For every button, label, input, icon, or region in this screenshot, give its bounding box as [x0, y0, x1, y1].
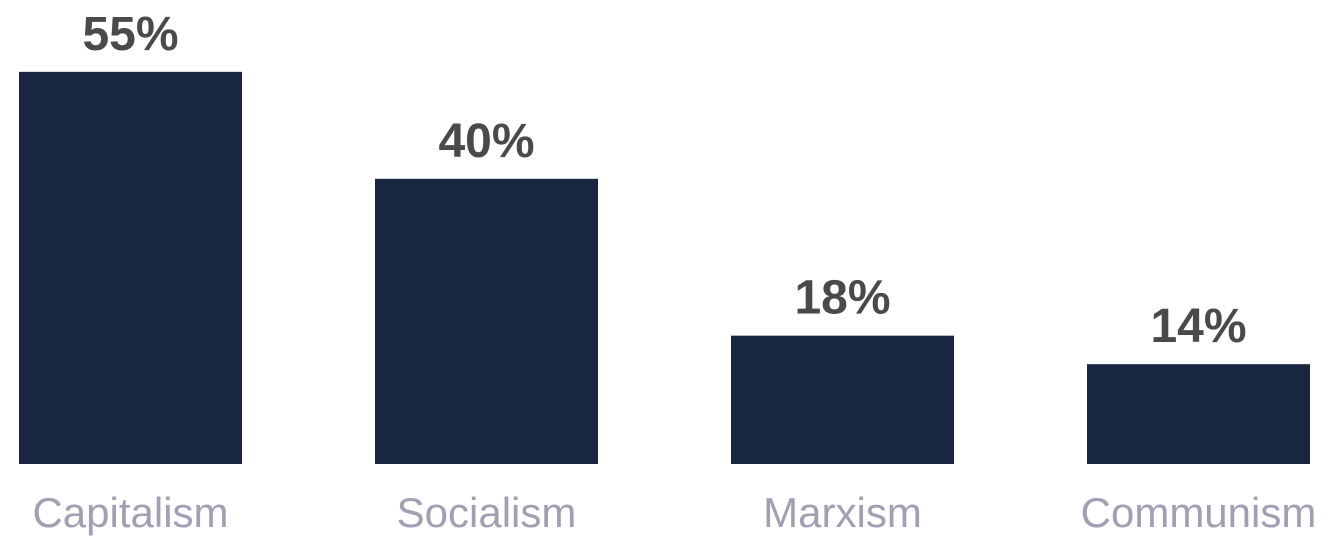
- category-label-capitalism: Capitalism: [32, 489, 228, 536]
- bar-socialism: [375, 178, 598, 465]
- bar-capitalism: [19, 71, 242, 464]
- value-labels-group: 55% 40% 18% 14%: [82, 8, 1246, 353]
- data-label-marxism: 18%: [794, 272, 890, 325]
- category-labels-group: Capitalism Socialism Marxism Communism: [32, 489, 1316, 536]
- bars-group: [19, 71, 1310, 465]
- category-label-socialism: Socialism: [397, 489, 577, 536]
- category-label-marxism: Marxism: [763, 489, 922, 536]
- data-label-socialism: 40%: [438, 115, 534, 168]
- data-label-communism: 14%: [1150, 300, 1246, 353]
- category-label-communism: Communism: [1081, 489, 1317, 536]
- data-label-capitalism: 55%: [82, 8, 178, 61]
- bar-marxism: [731, 335, 954, 464]
- bar-communism: [1087, 364, 1310, 464]
